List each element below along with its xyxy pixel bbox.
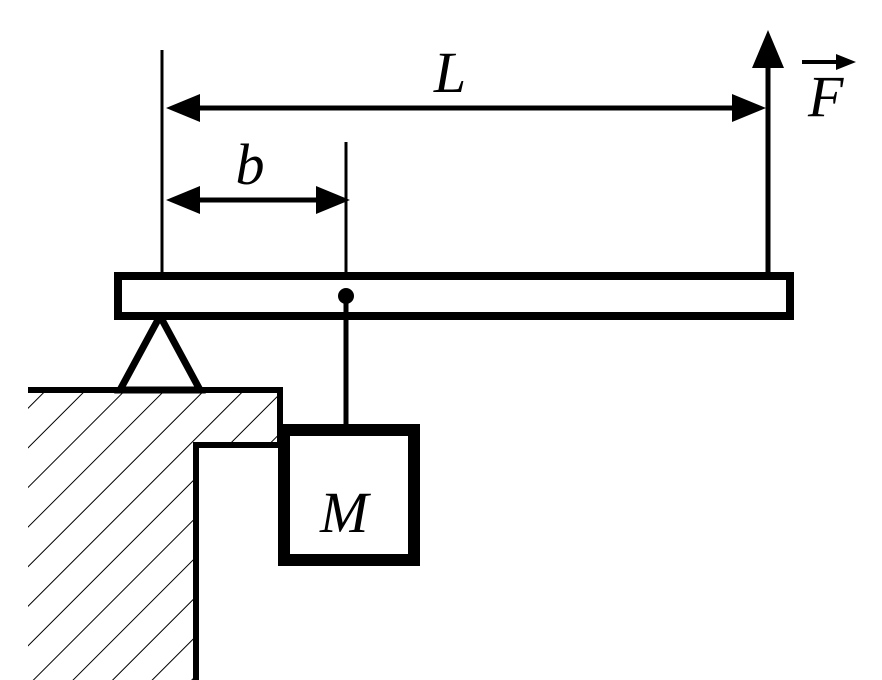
beam [118,276,790,316]
physics-lever-diagram: M L b F [0,0,882,680]
force-F-arrow: F [752,30,856,276]
mass-box: M [284,430,414,560]
dimension-L: L [166,40,766,122]
string-attach-dot [338,288,354,304]
ground-block [0,380,300,680]
mass-label: M [319,480,371,545]
dimension-b: b [166,132,350,214]
pivot-support-triangle [120,316,200,390]
force-F-label: F [807,64,844,129]
dimension-b-label: b [236,132,265,197]
dimension-L-label: L [433,40,466,105]
